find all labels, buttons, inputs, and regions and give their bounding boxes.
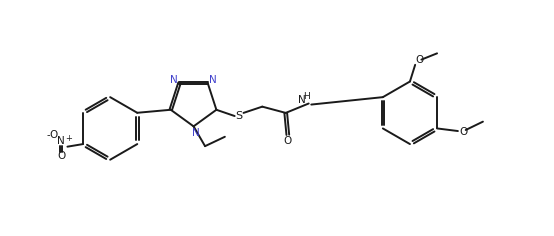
- Text: -O: -O: [47, 130, 59, 140]
- Text: S: S: [235, 110, 242, 121]
- Text: O: O: [415, 55, 423, 65]
- Text: +: +: [65, 134, 73, 143]
- Text: O: O: [459, 127, 467, 137]
- Text: N: N: [171, 75, 178, 85]
- Text: H: H: [302, 92, 310, 101]
- Text: N: N: [209, 75, 217, 85]
- Text: O: O: [57, 151, 65, 161]
- Text: N: N: [57, 136, 65, 147]
- Text: N: N: [192, 128, 199, 138]
- Text: N: N: [298, 95, 306, 105]
- Text: O: O: [284, 136, 292, 146]
